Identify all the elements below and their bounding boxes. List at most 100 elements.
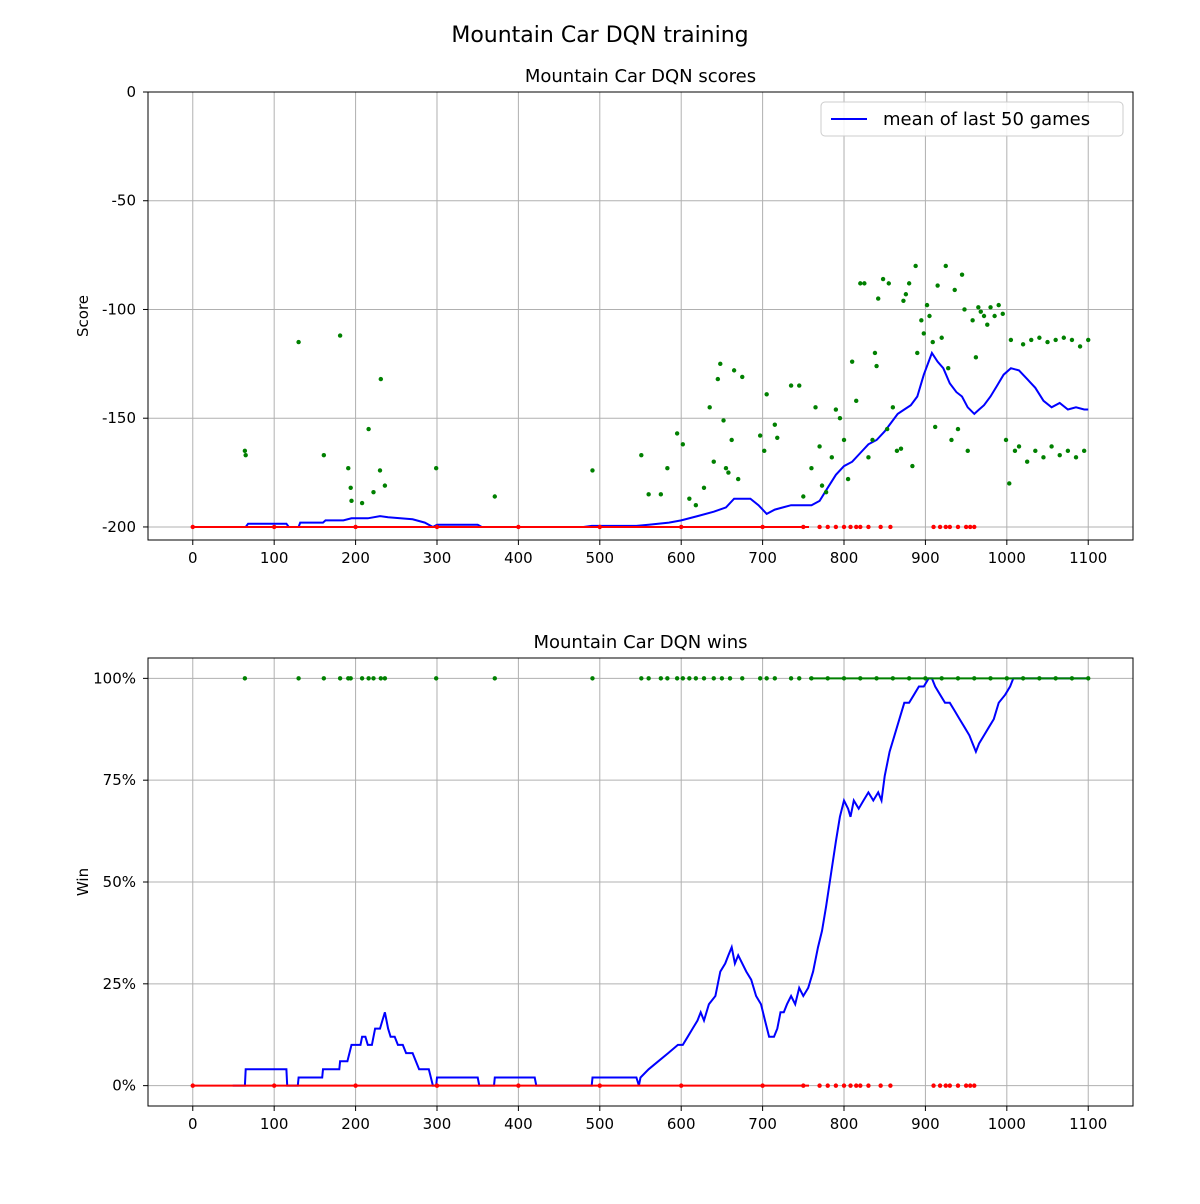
win-point [349, 498, 354, 504]
win-point [723, 466, 729, 471]
win-point [371, 676, 376, 681]
win-point [1073, 455, 1079, 460]
win-point [337, 676, 343, 681]
win-point [687, 676, 692, 681]
loss-point [848, 1083, 853, 1088]
x-tick-label: 600 [667, 549, 696, 567]
chart-panel-1: 0 100 200 300 400 500 600 700 800 900 1000 1100 0 -50… [74, 66, 1134, 567]
win-point [996, 302, 1001, 308]
y-tick-label: 0 [126, 83, 136, 101]
win-point [886, 281, 891, 286]
win-point [721, 418, 726, 423]
x-tick-label: 300 [423, 549, 452, 567]
win-point [890, 405, 896, 410]
loss-point [854, 1083, 859, 1088]
win-point [243, 452, 248, 458]
win-point [862, 281, 867, 286]
win-point [1008, 337, 1014, 343]
x-tick-label: 700 [748, 1115, 777, 1133]
x-tick-label: 0 [188, 549, 198, 567]
loss-point [434, 524, 440, 530]
loss-point [848, 524, 853, 530]
win-point [646, 676, 651, 681]
win-point [1012, 448, 1018, 454]
win-point [1045, 339, 1050, 345]
win-point [1081, 448, 1087, 454]
win-point [849, 359, 855, 364]
win-point [923, 676, 928, 681]
win-point [817, 444, 822, 449]
win-point [1053, 337, 1058, 343]
win-point [590, 676, 595, 681]
loss-point [353, 524, 358, 530]
loss-point [888, 524, 893, 530]
win-point [693, 676, 699, 681]
x-tick-label: 600 [667, 1115, 696, 1133]
win-point [866, 455, 871, 460]
win-point [965, 448, 970, 454]
win-point [735, 476, 741, 482]
loss-point [955, 1083, 961, 1088]
loss-point [963, 1083, 969, 1088]
win-point [359, 500, 365, 506]
win-point [1057, 452, 1062, 458]
win-point [1069, 337, 1075, 343]
win-point [715, 376, 721, 382]
win-point [492, 676, 497, 681]
win-point [707, 405, 712, 410]
x-tick-label: 1000 [988, 549, 1026, 567]
win-point [1077, 344, 1083, 349]
win-point [242, 448, 248, 454]
loss-point [943, 1083, 948, 1088]
win-point [876, 296, 881, 301]
loss-point [972, 1083, 977, 1088]
win-point [970, 318, 975, 323]
win-point [687, 496, 692, 501]
win-point [1069, 676, 1075, 681]
win-point [981, 313, 987, 319]
chart-title: Mountain Car DQN scores [525, 66, 756, 87]
win-point [955, 676, 961, 681]
win-point [772, 422, 778, 427]
win-point [976, 305, 981, 310]
win-point [757, 676, 763, 681]
win-point [665, 676, 670, 681]
win-point [321, 452, 327, 458]
win-point [1049, 444, 1054, 449]
win-point [813, 405, 818, 410]
y-tick-label: -150 [102, 409, 136, 427]
win-point [1003, 437, 1009, 443]
win-point [1007, 481, 1012, 486]
win-point [740, 374, 745, 380]
x-tick-label: 500 [585, 1115, 614, 1133]
win-point [729, 437, 734, 443]
y-tick-label: 100% [93, 669, 136, 687]
win-point [433, 466, 439, 471]
loss-point [833, 524, 839, 530]
win-point [1065, 448, 1071, 454]
axes-frame [147, 91, 1134, 541]
loss-point [190, 1083, 195, 1088]
x-tick-label: 400 [504, 1115, 533, 1133]
legend-box [820, 101, 1124, 137]
win-point [837, 416, 843, 421]
win-point [927, 313, 932, 319]
loss-point [434, 1083, 440, 1088]
chart-panel-2: 0 100 200 300 400 500 600 700 800 900 1000 1100 100%… [74, 632, 1134, 1133]
win-point [910, 463, 915, 469]
win-point [296, 676, 301, 681]
win-point [674, 431, 680, 436]
win-point [1041, 455, 1046, 460]
loss-point [888, 1083, 893, 1088]
win-point [930, 339, 935, 345]
loss-point [931, 524, 936, 530]
x-tick-label: 900 [911, 1115, 940, 1133]
win-point [366, 676, 371, 681]
win-point [825, 676, 830, 681]
win-point [680, 676, 686, 681]
win-point [731, 368, 737, 373]
y-tick-label: -200 [102, 518, 136, 536]
win-point [680, 442, 686, 447]
win-point [992, 313, 997, 319]
win-point [924, 302, 930, 308]
